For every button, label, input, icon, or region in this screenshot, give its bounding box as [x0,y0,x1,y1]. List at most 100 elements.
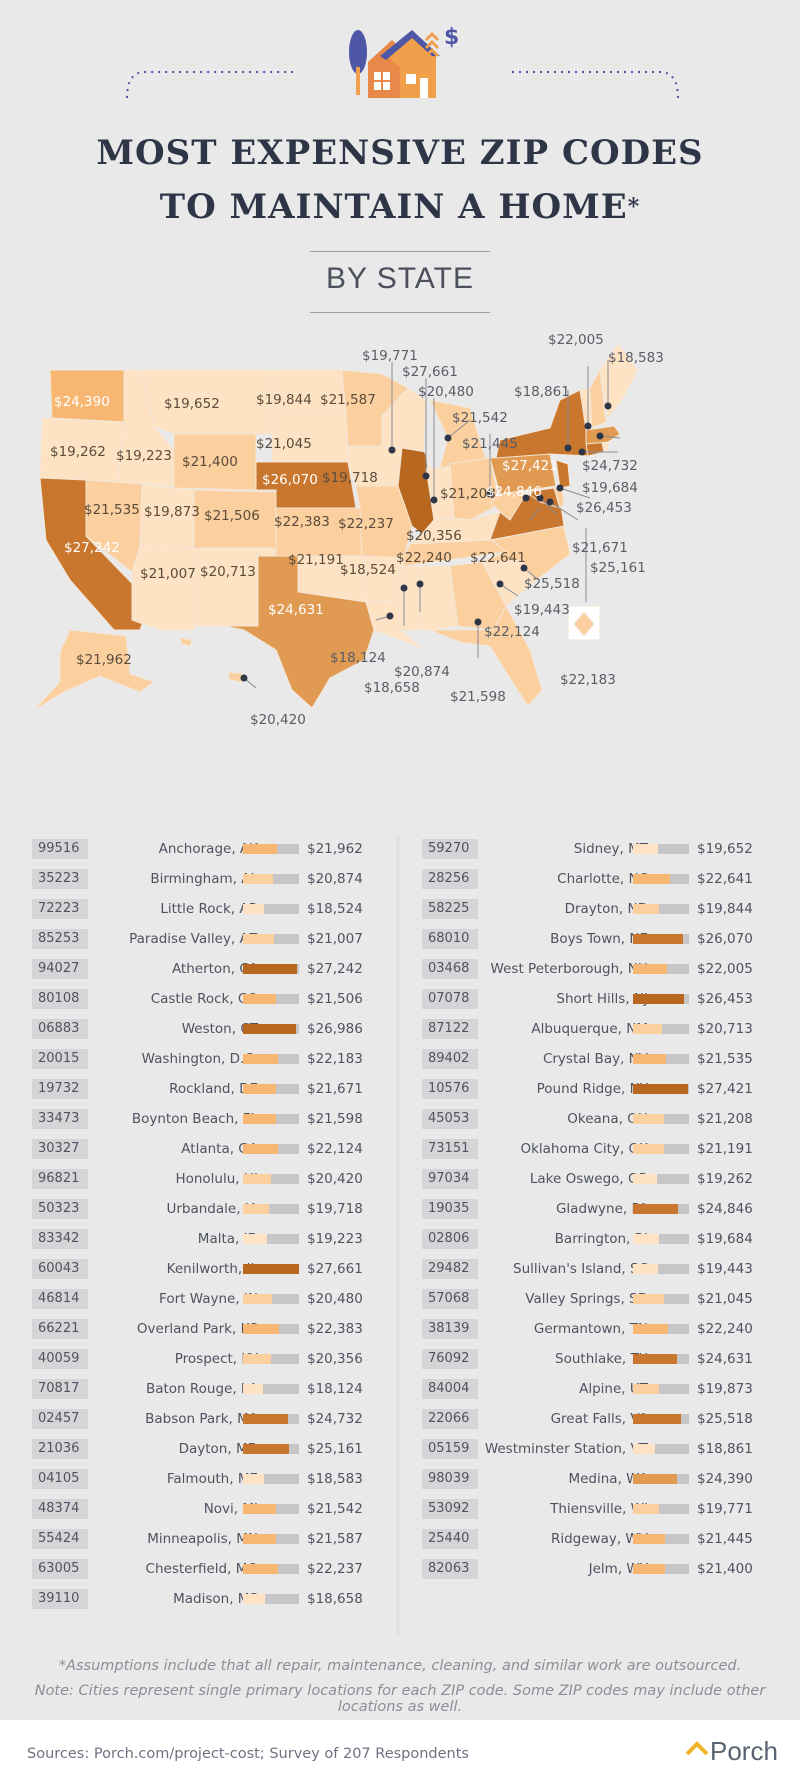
table-row: 04105 Falmouth, ME $18,583 [32,1465,412,1495]
cost-bar [243,1294,272,1304]
table-row: 68010 Boys Town, NE $26,070 [422,925,800,955]
city-cell: Baton Rouge, LA [145,1381,258,1397]
sources-text: Sources: Porch.com/project-cost; Survey … [27,1746,469,1762]
city-cell: Drayton, ND [564,901,648,917]
map-value-label: $25,518 [524,576,580,592]
state-nm [193,547,259,627]
subtitle-rule-bottom [310,312,490,313]
city-cell: Pound Ridge, NY [536,1081,648,1097]
state-fl [429,604,543,707]
footnote-assumptions: *Assumptions include that all repair, ma… [58,1658,742,1674]
table-row: 25440 Ridgeway, WV $21,445 [422,1525,800,1555]
cost-bar-track [633,1294,689,1304]
city-cell: Birmingham, AL [150,871,258,887]
cost-bar [633,1024,662,1034]
city-cell: Weston, CT [181,1021,258,1037]
cost-cell: $18,583 [307,1471,363,1487]
table-row: 39110 Madison, MS $18,658 [32,1585,412,1615]
zip-code-cell: 89402 [422,1049,478,1069]
city-cell: Atherton, CA [171,961,258,977]
cost-cell: $27,242 [307,961,363,977]
city-cell: Southlake, TX [555,1351,648,1367]
cost-cell: $21,400 [697,1561,753,1577]
table-row: 05159 Westminster Station, VT $18,861 [422,1435,800,1465]
map-value-label: $20,420 [250,712,306,728]
city-cell: Jelm, WY [588,1561,648,1577]
cost-cell: $26,986 [307,1021,363,1037]
cost-cell: $21,587 [307,1531,363,1547]
table-row: 20015 Washington, D.C. $22,183 [32,1045,412,1075]
cost-cell: $20,480 [307,1291,363,1307]
cost-cell: $21,506 [307,991,363,1007]
title-footnote-mark: * [627,194,641,220]
cost-cell: $19,652 [697,841,753,857]
map-value-label: $27,661 [402,364,458,380]
map-value-label: $18,124 [330,650,386,666]
table-row: 76092 Southlake, TX $24,631 [422,1345,800,1375]
cost-bar-track [243,1024,299,1034]
cost-bar-track [633,1174,689,1184]
cost-bar [633,904,659,914]
map-value-label: $19,771 [362,348,418,364]
table-row: 55424 Minneapolis, MN $21,587 [32,1525,412,1555]
map-value-label: $22,641 [470,550,526,566]
cost-cell: $21,445 [697,1531,753,1547]
city-cell: Washington, D.C. [141,1051,258,1067]
zip-code-cell: 53092 [422,1499,478,1519]
state-az [131,545,195,631]
cost-cell: $22,641 [697,871,753,887]
cost-cell: $19,873 [697,1381,753,1397]
cost-bar-track [633,874,689,884]
zip-code-cell: 63005 [32,1559,88,1579]
cost-cell: $27,661 [307,1261,363,1277]
zip-code-cell: 05159 [422,1439,478,1459]
dc-shape [573,611,595,637]
cost-bar-track [243,1294,299,1304]
zip-code-cell: 04105 [32,1469,88,1489]
zip-code-cell: 38139 [422,1319,478,1339]
cost-cell: $21,962 [307,841,363,857]
map-value-label: $20,874 [394,664,450,680]
city-cell: Overland Park, KS [136,1321,258,1337]
cost-bar [243,964,297,974]
table-row: 83342 Malta, ID $19,223 [32,1225,412,1255]
zip-code-cell: 48374 [32,1499,88,1519]
map-value-label: $22,005 [548,332,604,348]
table-row: 98039 Medina, WA $24,390 [422,1465,800,1495]
map-value-label: $20,356 [406,528,462,544]
dotted-divider-left [126,71,293,99]
zip-code-cell: 66221 [32,1319,88,1339]
cost-bar [633,1384,659,1394]
table-row: 60043 Kenilworth, IL $27,661 [32,1255,412,1285]
chevron-up-icon [424,31,440,58]
dollar-icon: $ [444,25,459,50]
map-value-label: $22,383 [274,514,330,530]
zip-code-cell: 29482 [422,1259,478,1279]
cost-bar-track [243,1234,299,1244]
city-cell: Alpine, UT [579,1381,648,1397]
cost-bar [633,934,683,944]
city-cell: Little Rock, AR [160,901,258,917]
zip-code-cell: 35223 [32,869,88,889]
zip-code-cell: 84004 [422,1379,478,1399]
cost-bar [243,1534,276,1544]
city-cell: Fort Wayne, IN [159,1291,258,1307]
cost-bar-track [633,1054,689,1064]
state-hi [179,637,193,647]
cost-bar [243,994,276,1004]
city-cell: Paradise Valley, AZ [129,931,258,947]
cost-bar-track [243,1444,299,1454]
table-row: 70817 Baton Rouge, LA $18,124 [32,1375,412,1405]
cost-cell: $27,421 [697,1081,753,1097]
cost-cell: $22,124 [307,1141,363,1157]
map-value-label: $25,161 [590,560,646,576]
map-value-label: $22,183 [560,672,616,688]
city-cell: Dayton, MD [178,1441,258,1457]
cost-bar [633,1294,664,1304]
table-row: 10576 Pound Ridge, NY $27,421 [422,1075,800,1105]
table-row: 29482 Sullivan's Island, SC $19,443 [422,1255,800,1285]
cost-bar [633,874,670,884]
map-value-label: $21,535 [84,502,140,518]
city-cell: Germantown, TN [533,1321,648,1337]
table-row: 96821 Honolulu, HI $20,420 [32,1165,412,1195]
